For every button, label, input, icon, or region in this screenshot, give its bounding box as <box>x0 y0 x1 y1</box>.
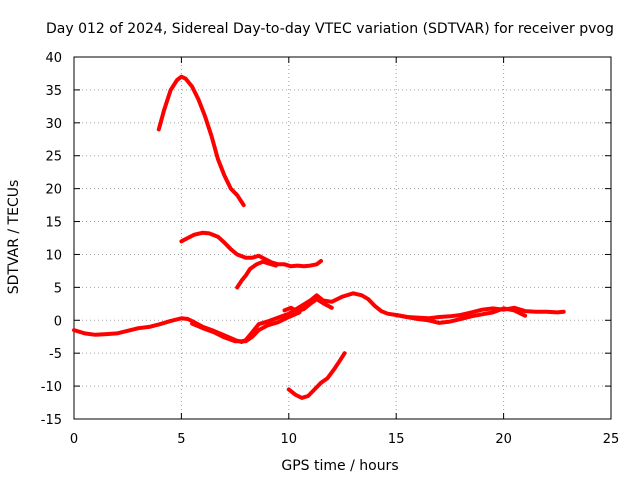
y-tick-label: 20 <box>45 183 62 198</box>
axis-ticks: 0 5 10 15 20 25 -15 -10 -5 0 5 10 15 20 25 30 35 40 <box>41 51 620 447</box>
x-tick-label: 5 <box>177 432 185 447</box>
x-tick-label: 0 <box>70 432 78 447</box>
x-axis-title: GPS time / hours <box>281 458 398 474</box>
y-tick-label: 35 <box>45 84 62 99</box>
y-tick-label: 5 <box>54 281 62 296</box>
grid-lines <box>74 57 611 419</box>
x-tick-label: 10 <box>281 432 298 447</box>
series-arc-1 <box>156 74 246 208</box>
y-tick-label: 0 <box>54 314 62 329</box>
chart-title: Day 012 of 2024, Sidereal Day-to-day VTE… <box>46 21 614 37</box>
x-tick-label: 15 <box>388 432 405 447</box>
series-arc-3 <box>235 259 278 290</box>
series-arc-2 <box>179 230 323 269</box>
y-tick-label: 25 <box>45 150 62 165</box>
series-arc-4 <box>72 291 566 344</box>
x-tick-label: 20 <box>495 432 512 447</box>
series-arc-7 <box>394 306 528 325</box>
series-arc-5 <box>190 310 302 344</box>
series-arc-6 <box>282 297 334 314</box>
y-axis-title: SDTVAR / TECUs <box>6 180 22 295</box>
x-tick-label: 25 <box>603 432 620 447</box>
y-tick-label: 15 <box>45 216 62 231</box>
y-tick-label: -10 <box>41 380 62 395</box>
y-tick-label: -5 <box>49 347 62 362</box>
series-arc-8 <box>286 351 347 400</box>
y-tick-label: 30 <box>45 117 62 132</box>
y-tick-label: 10 <box>45 248 62 263</box>
plot-frame <box>73 56 612 420</box>
y-tick-label: 40 <box>45 51 62 66</box>
data-series <box>72 74 566 400</box>
y-tick-label: -15 <box>41 413 62 428</box>
